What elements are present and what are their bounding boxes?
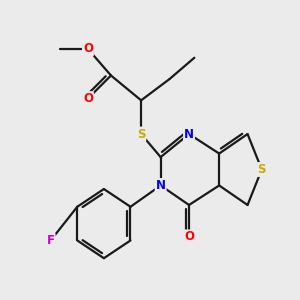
Text: O: O (184, 230, 194, 243)
Text: S: S (257, 163, 266, 176)
Text: N: N (156, 179, 166, 192)
Text: O: O (83, 92, 93, 105)
Text: N: N (184, 128, 194, 140)
Text: O: O (83, 42, 93, 56)
Text: S: S (137, 128, 146, 140)
Text: F: F (47, 234, 55, 247)
